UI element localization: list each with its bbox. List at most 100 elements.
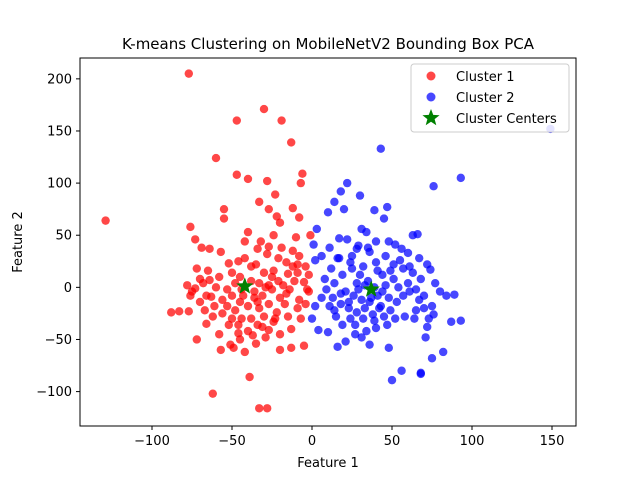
chart-title: K-means Clustering on MobileNetV2 Boundi… [122,35,535,53]
cluster-1-point [232,116,241,125]
cluster-2-point [338,320,347,330]
cluster-2-point [429,310,438,319]
cluster-1-point [287,138,296,147]
cluster-1-point [237,314,246,323]
cluster-2-point [359,262,368,271]
cluster-2-point [381,281,390,290]
cluster-1-point [253,244,262,253]
cluster-1-point [279,281,288,290]
cluster-2-point [391,314,400,323]
cluster-1-point [235,272,245,282]
cluster-1-point [183,281,192,290]
cluster-1-point [243,174,253,184]
cluster-1-point [299,341,309,350]
legend-marker [426,71,436,81]
cluster-2-point [423,322,432,332]
cluster-1-point [277,243,286,252]
cluster-1-point [205,275,214,285]
cluster-1-point [240,347,249,357]
cluster-2-point [439,347,448,357]
cluster-1-point [223,285,232,294]
cluster-1-point [191,235,200,244]
cluster-1-point [253,297,262,307]
cluster-1-point [285,285,294,294]
cluster-1-point [202,319,211,329]
cluster-1-point [264,325,273,335]
x-tick-label: −50 [218,434,245,449]
legend-label: Cluster Centers [456,112,557,127]
cluster-2-point [309,240,318,249]
cluster-2-point [323,327,333,337]
cluster-2-point [384,293,393,302]
cluster-2-point [375,303,384,313]
cluster-1-point [195,297,205,307]
cluster-1-point [219,204,229,214]
cluster-1-point [263,249,272,259]
cluster-1-point [306,231,315,240]
cluster-2-point [314,325,323,335]
cluster-2-point [360,303,369,313]
cluster-2-point [341,337,350,346]
cluster-1-point [261,283,270,292]
cluster-2-point [317,293,326,302]
cluster-1-point [274,253,283,263]
cluster-2-point [394,283,403,292]
cluster-1-point [290,276,299,286]
x-axis: −100 −50 0 50 100 150 [134,426,564,449]
cluster-1-point [275,330,285,339]
cluster-2-point [311,256,320,265]
cluster-2-point [391,240,400,249]
cluster-2-point [336,187,345,196]
cluster-1-point [203,266,213,275]
cluster-1-point [263,176,272,186]
cluster-2-point [336,299,345,309]
cluster-1-point [192,335,201,344]
cluster-2-point [435,287,445,296]
cluster-1-point [215,272,224,282]
x-tick-label: 0 [308,434,316,449]
cluster-2-point [373,266,382,275]
cluster-2-point [426,265,435,274]
cluster-2-point [411,285,421,294]
cluster-2-point [383,320,392,330]
cluster-1-point [275,293,285,302]
cluster-2-point [363,243,373,252]
legend-marker [426,92,436,102]
cluster-2-point [371,237,381,246]
cluster-1-point [258,322,267,332]
cluster-1-point [223,301,232,311]
cluster-2-point [419,291,429,300]
cluster-2-point [392,297,401,307]
cluster-2-point [354,241,363,250]
cluster-1-point [256,237,265,246]
cluster-1-point [184,69,193,78]
cluster-1-point [255,278,264,288]
cluster-1-point [186,291,195,300]
cluster-1-point [267,272,277,282]
cluster-1-point [304,270,313,280]
cluster-2-point [344,303,353,313]
cluster-1-point [295,213,304,222]
cluster-2-point [397,244,406,253]
cluster-2-point [359,314,368,323]
cluster-2-point [370,316,379,325]
cluster-1-point [282,258,291,267]
cluster-1-point [301,299,310,309]
cluster-1-point [224,259,233,268]
cluster-2-point [330,306,339,315]
cluster-2-point [323,208,333,217]
x-axis-title: Feature 1 [297,456,359,471]
cluster-2-point [456,316,465,325]
legend: Cluster 1 Cluster 2 Cluster Centers [410,63,570,133]
cluster-1-point [291,233,301,242]
cluster-1-point [296,178,305,188]
cluster-2-point [330,197,339,207]
cluster-2-point [379,214,389,223]
cluster-1-point [215,330,224,339]
cluster-2-point [351,320,360,330]
cluster-1-point [245,372,254,382]
cluster-2-point [335,234,344,243]
cluster-1-point [287,343,296,353]
cluster-1-point [272,212,281,221]
